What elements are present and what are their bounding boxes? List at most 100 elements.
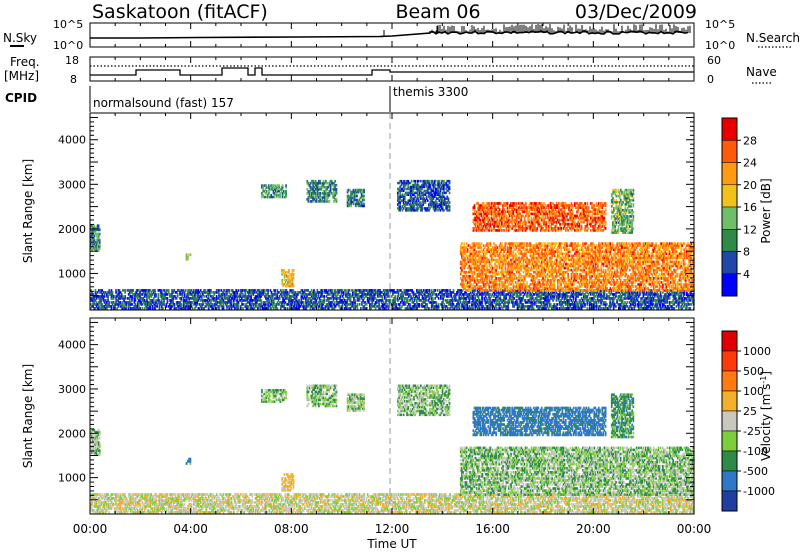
heatmap-cell — [368, 289, 370, 292]
heatmap-cell — [508, 299, 511, 302]
heatmap-cell — [477, 303, 480, 306]
heatmap-cell — [331, 307, 334, 310]
heatmap-cell — [499, 248, 502, 251]
heatmap-cell — [282, 192, 285, 195]
heatmap-cell — [97, 224, 100, 228]
heatmap-cell — [254, 299, 257, 302]
heatmap-cell — [633, 301, 636, 304]
heatmap-cell — [497, 270, 500, 274]
heatmap-cell — [99, 297, 101, 300]
heatmap-cell — [218, 307, 220, 310]
heatmap-cell — [482, 293, 485, 296]
heatmap-cell — [449, 301, 451, 304]
heatmap-cell — [431, 197, 434, 200]
heatmap-cell — [472, 256, 475, 260]
heatmap-cell — [334, 295, 337, 298]
heatmap-cell — [334, 293, 337, 296]
heatmap-cell — [117, 297, 120, 300]
heatmap-cell — [409, 303, 411, 306]
heatmap-cell — [267, 295, 269, 298]
heatmap-cell — [244, 299, 247, 302]
heatmap-cell — [183, 307, 186, 310]
heatmap-cell — [639, 303, 641, 306]
heatmap-cell — [106, 301, 108, 304]
heatmap-cell — [265, 303, 267, 306]
heatmap-cell — [467, 260, 470, 264]
heatmap-cell — [334, 291, 337, 294]
heatmap-cell — [477, 242, 479, 245]
heatmap-cell — [500, 305, 503, 308]
heatmap-cell — [466, 285, 469, 288]
heatmap-cell — [348, 297, 351, 300]
heatmap-cell — [502, 281, 504, 284]
heatmap-cell — [418, 297, 420, 300]
heatmap-cell — [404, 293, 407, 296]
heatmap-cell — [517, 303, 520, 306]
heatmap-cell — [292, 307, 295, 310]
heatmap-cell — [470, 246, 472, 249]
heatmap-cell — [211, 307, 213, 310]
heatmap-cell — [152, 299, 155, 302]
heatmap-cell — [209, 293, 211, 296]
heatmap-cell — [440, 179, 443, 183]
heatmap-cell — [668, 297, 671, 300]
heatmap-cell — [458, 295, 460, 298]
heatmap-cell — [611, 297, 614, 300]
heatmap-cell — [274, 305, 276, 308]
heatmap-cell — [461, 293, 464, 296]
heatmap-cell — [502, 272, 504, 276]
heatmap-cell — [435, 305, 438, 308]
heatmap-cell — [149, 303, 152, 306]
heatmap-cell — [405, 203, 407, 206]
heatmap-cell — [310, 305, 313, 308]
heatmap-cell — [448, 179, 451, 183]
heatmap-cell — [285, 293, 288, 296]
heatmap-cell — [491, 266, 494, 270]
heatmap-cell — [334, 190, 337, 193]
heatmap-cell — [501, 283, 503, 286]
heatmap-cell — [629, 297, 632, 300]
heatmap-cell — [124, 297, 126, 300]
heatmap-cell — [666, 297, 669, 300]
heatmap-cell — [520, 299, 522, 302]
heatmap-cell — [309, 196, 312, 199]
heatmap-cell — [549, 305, 552, 308]
heatmap-cell — [473, 277, 476, 280]
heatmap-cell — [322, 179, 325, 183]
heatmap-cell — [496, 260, 499, 264]
heatmap-cell — [372, 297, 375, 300]
heatmap-cell — [325, 299, 328, 302]
heatmap-cell — [350, 196, 352, 200]
heatmap-cell — [618, 295, 621, 298]
heatmap-cell — [353, 194, 356, 198]
heatmap-cell — [449, 307, 451, 310]
heatmap-cell — [349, 293, 352, 296]
heatmap-cell — [502, 254, 504, 258]
heatmap-cell — [306, 192, 309, 195]
heatmap-cell — [93, 230, 96, 234]
heatmap-cell — [164, 295, 167, 298]
heatmap-cell — [99, 291, 101, 294]
heatmap-cell — [417, 297, 419, 300]
heatmap-cell — [575, 297, 577, 300]
heatmap-cell — [236, 293, 239, 296]
heatmap-cell — [673, 291, 676, 294]
heatmap-cell — [437, 185, 439, 189]
heatmap-cell — [332, 307, 335, 310]
heatmap-cell — [341, 291, 344, 294]
heatmap-cell — [406, 179, 408, 183]
heatmap-cell — [226, 291, 228, 294]
heatmap-cell — [559, 301, 561, 304]
heatmap-cell — [463, 260, 466, 264]
heatmap-cell — [366, 299, 369, 302]
heatmap-cell — [303, 295, 306, 298]
heatmap-cell — [525, 301, 528, 304]
heatmap-cell — [326, 303, 329, 306]
heatmap-cell — [594, 295, 597, 298]
heatmap-cell — [481, 260, 484, 264]
heatmap-cell — [674, 297, 677, 300]
heatmap-cell — [283, 305, 285, 308]
heatmap-cell — [131, 307, 133, 310]
heatmap-cell — [299, 305, 301, 308]
heatmap-cell — [477, 272, 479, 276]
